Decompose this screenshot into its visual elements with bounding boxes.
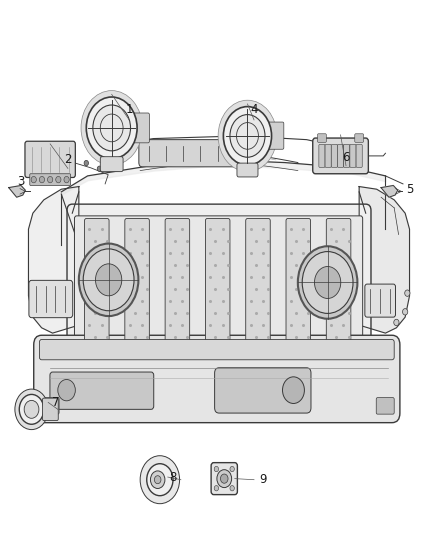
Circle shape [64, 176, 69, 183]
Circle shape [95, 264, 122, 296]
Polygon shape [28, 187, 79, 333]
Text: 3: 3 [18, 175, 25, 188]
FancyBboxPatch shape [355, 134, 364, 142]
FancyBboxPatch shape [356, 144, 362, 167]
FancyBboxPatch shape [50, 372, 154, 409]
Circle shape [403, 309, 408, 315]
FancyBboxPatch shape [30, 174, 71, 185]
FancyBboxPatch shape [25, 141, 75, 177]
Circle shape [47, 176, 53, 183]
Text: 8: 8 [170, 471, 177, 483]
FancyBboxPatch shape [246, 219, 270, 344]
Circle shape [147, 464, 173, 496]
Circle shape [298, 246, 357, 319]
Circle shape [230, 115, 265, 157]
FancyBboxPatch shape [211, 463, 237, 495]
Text: 7: 7 [52, 396, 60, 409]
Text: 1: 1 [125, 103, 133, 116]
Circle shape [83, 249, 134, 311]
FancyBboxPatch shape [42, 398, 58, 421]
FancyBboxPatch shape [34, 335, 400, 423]
Circle shape [405, 290, 410, 296]
Text: 9: 9 [259, 473, 267, 486]
Circle shape [230, 466, 234, 472]
Circle shape [214, 466, 219, 472]
Polygon shape [381, 185, 398, 197]
FancyBboxPatch shape [268, 122, 284, 149]
FancyBboxPatch shape [139, 140, 260, 167]
FancyBboxPatch shape [325, 144, 331, 167]
Circle shape [97, 166, 102, 172]
Circle shape [394, 319, 399, 326]
FancyBboxPatch shape [237, 163, 258, 177]
FancyBboxPatch shape [29, 280, 73, 318]
Circle shape [39, 176, 45, 183]
FancyBboxPatch shape [313, 138, 368, 174]
Polygon shape [9, 185, 25, 197]
Circle shape [93, 105, 131, 151]
FancyBboxPatch shape [85, 219, 109, 344]
FancyBboxPatch shape [74, 216, 363, 346]
Circle shape [81, 91, 142, 165]
FancyBboxPatch shape [39, 340, 394, 360]
Circle shape [31, 176, 36, 183]
Text: 4: 4 [250, 103, 258, 116]
FancyBboxPatch shape [376, 398, 394, 414]
Circle shape [151, 471, 165, 488]
Polygon shape [70, 213, 368, 349]
FancyBboxPatch shape [319, 144, 325, 167]
Circle shape [217, 470, 232, 488]
Circle shape [19, 394, 44, 424]
FancyBboxPatch shape [125, 219, 149, 344]
Text: 2: 2 [64, 154, 72, 166]
Circle shape [86, 97, 137, 159]
Circle shape [314, 266, 341, 298]
FancyBboxPatch shape [350, 144, 356, 167]
FancyBboxPatch shape [215, 368, 311, 413]
FancyBboxPatch shape [100, 157, 123, 172]
Circle shape [79, 244, 138, 316]
Circle shape [56, 176, 61, 183]
Text: 6: 6 [342, 151, 350, 164]
FancyBboxPatch shape [331, 144, 337, 167]
FancyBboxPatch shape [41, 398, 59, 414]
Circle shape [220, 474, 228, 483]
FancyBboxPatch shape [205, 219, 230, 344]
Circle shape [84, 160, 88, 166]
Circle shape [24, 400, 39, 418]
Text: 5: 5 [406, 183, 413, 196]
Circle shape [140, 456, 180, 504]
Circle shape [283, 377, 304, 403]
FancyBboxPatch shape [337, 144, 343, 167]
Circle shape [154, 475, 161, 484]
Circle shape [230, 486, 234, 491]
FancyBboxPatch shape [165, 219, 190, 344]
Circle shape [223, 107, 272, 165]
FancyBboxPatch shape [365, 284, 396, 317]
Circle shape [218, 100, 277, 172]
Circle shape [58, 379, 75, 401]
FancyBboxPatch shape [286, 219, 311, 344]
FancyBboxPatch shape [134, 113, 149, 143]
FancyBboxPatch shape [344, 144, 350, 167]
Circle shape [15, 389, 48, 430]
FancyBboxPatch shape [67, 204, 371, 358]
Polygon shape [359, 187, 410, 333]
Circle shape [302, 252, 353, 313]
Circle shape [214, 486, 219, 491]
FancyBboxPatch shape [318, 134, 326, 142]
FancyBboxPatch shape [326, 219, 351, 344]
